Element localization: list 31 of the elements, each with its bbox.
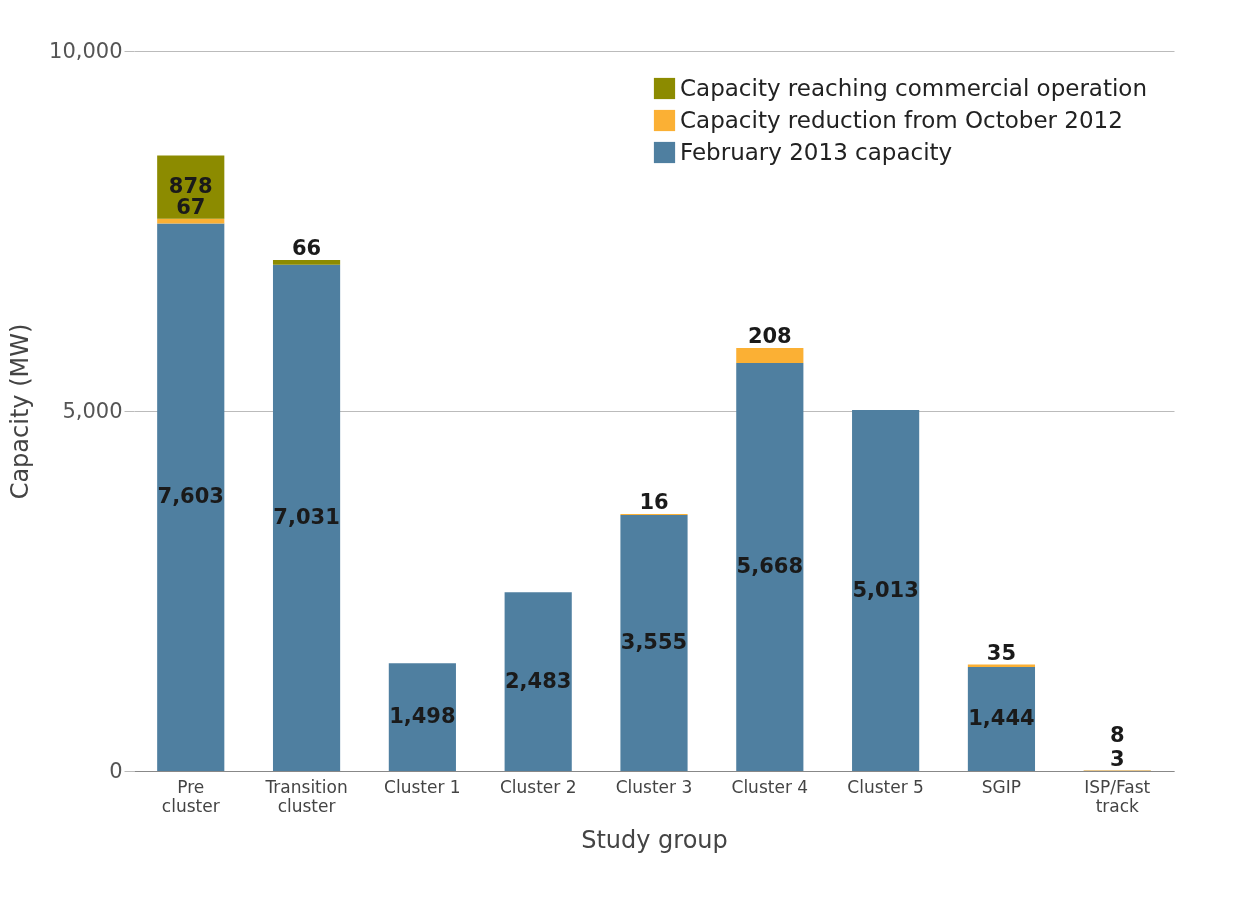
x-tick-label: Cluster 3 xyxy=(615,776,693,797)
x-tick-label: Pre cluster xyxy=(161,776,220,816)
x-axis-title: Study group xyxy=(581,825,728,854)
data-label: 2,483 xyxy=(504,668,572,693)
y-axis-title: Capacity (MW) xyxy=(6,323,35,500)
x-tick-label: Transition cluster xyxy=(264,776,348,816)
data-label: 5,013 xyxy=(852,577,919,602)
legend-label: Capacity reduction from October 2012 xyxy=(680,106,1123,133)
x-tick-label: SGIP xyxy=(981,776,1022,797)
data-label: 208 xyxy=(747,323,792,348)
legend-label: Capacity reaching commercial operation xyxy=(680,74,1148,101)
data-label: 7,031 xyxy=(273,504,340,529)
data-label: 1,498 xyxy=(389,704,456,729)
data-label: 7,603 xyxy=(157,484,224,509)
y-tick-label: 5,000 xyxy=(62,398,123,423)
x-tick-label: Cluster 5 xyxy=(847,776,924,797)
data-label: 3,555 xyxy=(620,630,688,655)
x-tick-label: Cluster 2 xyxy=(499,776,577,797)
data-label: 35 xyxy=(986,640,1017,665)
y-tick-label: 10,000 xyxy=(49,38,123,63)
x-tick-label: ISP/Fast track xyxy=(1084,776,1151,816)
data-label: 5,668 xyxy=(736,553,804,578)
data-label: 1,444 xyxy=(968,706,1035,731)
x-tick-label: Cluster 4 xyxy=(731,776,809,797)
data-label: 8 xyxy=(1109,723,1125,748)
y-tick-label: 0 xyxy=(109,758,123,783)
x-tick-label: Cluster 1 xyxy=(384,776,461,797)
data-label: 16 xyxy=(639,489,669,514)
data-label: 66 xyxy=(291,236,322,261)
legend-label: February 2013 capacity xyxy=(680,138,953,165)
data-label: 3 xyxy=(1109,746,1125,771)
